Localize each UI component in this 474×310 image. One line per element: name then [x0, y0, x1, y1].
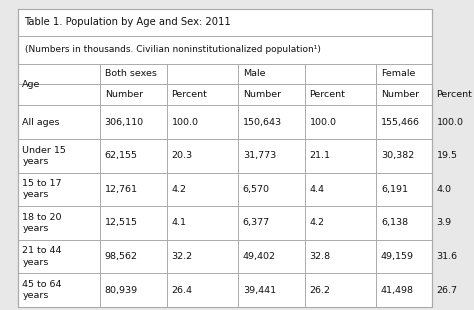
Text: Number: Number	[243, 90, 281, 99]
Text: 32.8: 32.8	[310, 252, 331, 261]
Text: Female: Female	[381, 69, 415, 78]
Text: 18 to 20
years: 18 to 20 years	[22, 213, 62, 233]
Text: Percent: Percent	[437, 90, 473, 99]
Text: 19.5: 19.5	[437, 151, 457, 160]
Text: 45 to 64
years: 45 to 64 years	[22, 280, 62, 300]
Text: 41,498: 41,498	[381, 286, 414, 294]
Text: 100.0: 100.0	[172, 118, 199, 127]
Text: Both sexes: Both sexes	[105, 69, 156, 78]
Text: 100.0: 100.0	[310, 118, 337, 127]
Text: Age: Age	[22, 80, 41, 89]
Text: Percent: Percent	[310, 90, 346, 99]
Text: Table 1. Population by Age and Sex: 2011: Table 1. Population by Age and Sex: 2011	[25, 17, 231, 28]
Text: 12,515: 12,515	[105, 219, 137, 228]
Text: 31,773: 31,773	[243, 151, 276, 160]
Text: 6,191: 6,191	[381, 185, 408, 194]
Text: 4.4: 4.4	[310, 185, 325, 194]
Text: 15 to 17
years: 15 to 17 years	[22, 179, 62, 199]
Text: All ages: All ages	[22, 118, 60, 127]
Text: Male: Male	[243, 69, 265, 78]
Text: 21 to 44
years: 21 to 44 years	[22, 246, 62, 267]
Text: (Numbers in thousands. Civilian noninstitutionalized population¹): (Numbers in thousands. Civilian noninsti…	[25, 45, 320, 54]
Text: 21.1: 21.1	[310, 151, 330, 160]
Text: 49,159: 49,159	[381, 252, 414, 261]
Text: 26.2: 26.2	[310, 286, 330, 294]
Text: 100.0: 100.0	[437, 118, 464, 127]
Text: Number: Number	[105, 90, 143, 99]
Text: 26.7: 26.7	[437, 286, 457, 294]
Text: 49,402: 49,402	[243, 252, 276, 261]
Text: 30,382: 30,382	[381, 151, 414, 160]
Text: 6,377: 6,377	[243, 219, 270, 228]
Text: 4.0: 4.0	[437, 185, 452, 194]
Text: 3.9: 3.9	[437, 219, 452, 228]
Text: 155,466: 155,466	[381, 118, 420, 127]
Text: 4.2: 4.2	[172, 185, 186, 194]
Text: 4.1: 4.1	[172, 219, 186, 228]
Text: 39,441: 39,441	[243, 286, 276, 294]
Text: 32.2: 32.2	[172, 252, 192, 261]
Text: Number: Number	[381, 90, 419, 99]
Text: 26.4: 26.4	[172, 286, 192, 294]
Text: 6,570: 6,570	[243, 185, 270, 194]
Text: 150,643: 150,643	[243, 118, 282, 127]
Text: 62,155: 62,155	[105, 151, 137, 160]
Text: 306,110: 306,110	[105, 118, 144, 127]
Text: 98,562: 98,562	[105, 252, 137, 261]
Text: 80,939: 80,939	[105, 286, 138, 294]
Text: 20.3: 20.3	[172, 151, 192, 160]
Text: 4.2: 4.2	[310, 219, 325, 228]
Text: 6,138: 6,138	[381, 219, 408, 228]
Text: Under 15
years: Under 15 years	[22, 146, 66, 166]
Text: 12,761: 12,761	[105, 185, 137, 194]
Text: Percent: Percent	[172, 90, 208, 99]
Text: 31.6: 31.6	[437, 252, 458, 261]
